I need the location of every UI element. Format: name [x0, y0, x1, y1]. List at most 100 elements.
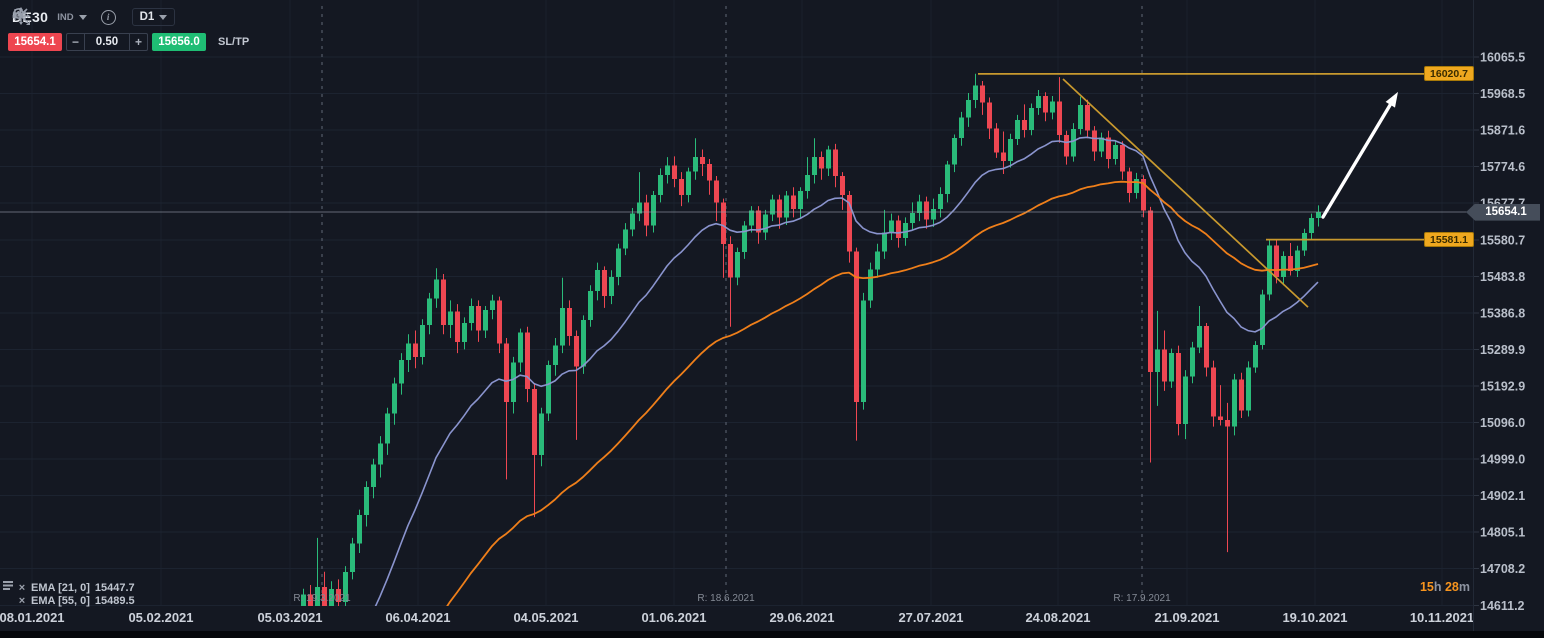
candle-bearish [756, 210, 761, 233]
market-type-label: IND [57, 11, 74, 23]
candle-bullish [1036, 96, 1041, 109]
candle-bullish [553, 345, 558, 366]
candle-bullish [1295, 250, 1300, 271]
projection-arrow-head[interactable] [1385, 91, 1398, 108]
indicator-settings-icon[interactable] [3, 581, 14, 606]
candle-bullish [1260, 294, 1265, 345]
candle-bearish [1176, 353, 1181, 425]
candle-bullish [469, 306, 474, 323]
candle-bullish [1183, 376, 1188, 425]
descending-trendline[interactable] [1062, 78, 1309, 308]
projection-arrow-shaft[interactable] [1321, 99, 1395, 219]
resistance-price-tag[interactable]: 16020.7 [1424, 66, 1474, 82]
candle-bearish [1274, 245, 1279, 277]
crosshair-move-icon[interactable] [12, 7, 389, 51]
candle-bullish [742, 225, 747, 253]
candle-bullish [1302, 233, 1307, 251]
ema55-line [446, 180, 1319, 606]
candle-bullish [616, 248, 621, 277]
candle-bullish [665, 165, 670, 176]
date-axis-label: 24.08.2021 [1025, 610, 1090, 625]
candle-bearish [1001, 152, 1006, 161]
indicator-remove-icon[interactable]: × [18, 581, 26, 594]
candle-bearish [987, 102, 992, 129]
candle-bearish [1064, 135, 1069, 157]
order-row: 15654.1 − 0.50 + 15656.0 SL/TP [8, 7, 389, 51]
candle-bullish [1008, 138, 1013, 161]
last-price-tag: 15654.1 [1466, 203, 1540, 221]
candle-bullish [686, 171, 691, 195]
candle-bullish [812, 157, 817, 176]
candle-bearish [707, 163, 712, 181]
line-chart-type-icon[interactable] [12, 8, 281, 51]
candle-bullish [315, 586, 320, 606]
volume-decrease-button[interactable]: − [71, 35, 79, 49]
sell-button[interactable]: 15654.1 [8, 33, 62, 51]
indicator-remove-icon[interactable]: × [18, 594, 26, 607]
price-axis-label: 15580.7 [1480, 233, 1525, 247]
buy-button[interactable]: 15656.0 [152, 33, 206, 51]
candle-bullish [658, 175, 663, 195]
price-axis-label: 14902.1 [1480, 489, 1525, 503]
candle-bearish [504, 343, 509, 403]
candle-bullish [434, 279, 439, 299]
chart-tools [12, 7, 389, 51]
indicator-label: EMA [21, 0] [31, 581, 90, 594]
candle-bearish [1141, 178, 1146, 211]
timeframe-caret-icon [159, 14, 168, 20]
date-axis-label: 05.03.2021 [257, 610, 322, 625]
volume-increase-button[interactable]: + [134, 35, 142, 49]
info-icon[interactable]: i [100, 9, 116, 25]
candle-bullish [1155, 349, 1160, 372]
candle-bearish [728, 243, 733, 278]
zoom-in-icon[interactable] [13, 8, 362, 51]
sltp-button[interactable]: SL/TP [218, 36, 250, 48]
symbol-dropdown-caret-icon[interactable] [78, 14, 87, 20]
candle-bearish [1085, 105, 1090, 131]
rollover-label: R: 18.6.2021 [697, 593, 755, 604]
price-axis-label: 16065.5 [1480, 51, 1525, 65]
candle-bullish [1281, 255, 1286, 277]
candle-countdown: 15h 28m [1402, 580, 1470, 594]
zoom-out-icon[interactable] [13, 8, 335, 51]
chart-toolbar: DE30 IND i D1 15654.1 − 0.50 + 15656.0 S… [8, 7, 389, 51]
candle-bullish [973, 85, 978, 100]
support-price-tag[interactable]: 15581.1 [1424, 232, 1474, 248]
candle-bearish [1211, 367, 1216, 417]
candle-bearish [679, 178, 684, 195]
candle-bullish [966, 99, 971, 118]
indicators-icon[interactable] [13, 8, 308, 51]
candle-bullish [770, 199, 775, 215]
candle-bearish [1120, 145, 1125, 172]
candle-bullish [917, 201, 922, 213]
price-axis-label: 14611.2 [1480, 599, 1525, 613]
candle-bearish [1162, 349, 1167, 382]
indicator-row-ema21: × EMA [21, 0] 15447.7 [3, 581, 135, 594]
candle-bearish [980, 85, 985, 103]
indicator-value: 15447.7 [94, 581, 135, 594]
candle-bullish [952, 138, 957, 165]
timeframe-dropdown[interactable]: D1 [131, 8, 176, 26]
candle-bullish [1071, 128, 1076, 157]
candle-bearish [721, 202, 726, 244]
candle-bullish [826, 149, 831, 169]
date-axis-label: 05.02.2021 [128, 610, 193, 625]
indicator-legend: × EMA [21, 0] 15447.7 × EMA [55, 0] 1548… [3, 581, 135, 607]
date-axis-label: 29.06.2021 [769, 610, 834, 625]
candle-bullish [1246, 367, 1251, 411]
volume-field[interactable]: 0.50 [84, 34, 130, 50]
candle-bearish [1057, 101, 1062, 136]
candle-bullish [329, 588, 334, 606]
candle-bullish [938, 194, 943, 210]
candle-bearish [322, 586, 327, 606]
candle-bullish [546, 365, 551, 414]
candle-bearish [441, 279, 446, 325]
candle-bullish [798, 191, 803, 210]
candle-bearish [1225, 420, 1230, 427]
candle-bullish [371, 464, 376, 487]
candle-bullish [1078, 105, 1083, 129]
price-axis-label: 15386.8 [1480, 306, 1525, 320]
candle-bullish [462, 322, 467, 342]
candle-bearish [455, 311, 460, 342]
